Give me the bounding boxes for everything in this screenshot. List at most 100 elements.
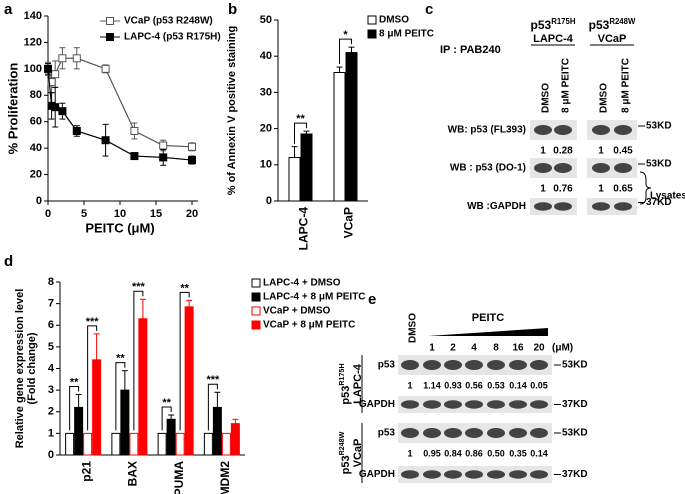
size-label: 37KD: [646, 197, 672, 208]
blot-band: [534, 125, 552, 135]
blot-band: [444, 400, 462, 409]
blot-image: [587, 158, 637, 178]
quant-label: 1.14: [423, 380, 441, 390]
bar: [333, 71, 346, 202]
bar: [92, 359, 102, 456]
y-tick-label: 120: [24, 36, 42, 48]
lane-label: 8 μM PEITC: [621, 58, 632, 113]
blot-band: [534, 163, 552, 173]
blot-image: [587, 120, 637, 140]
legend-label: VCaP + DMSO: [263, 306, 331, 317]
bar: [111, 432, 121, 456]
quant-label: 0.53: [487, 380, 505, 390]
panel-label: a: [4, 1, 13, 18]
cell-line-label: LAPC-4: [533, 33, 574, 45]
significance-label: ***: [132, 281, 146, 293]
gene-label: p53: [531, 18, 552, 32]
quant-label: 0.76: [553, 184, 573, 195]
lysates-label: Lysates: [650, 191, 685, 202]
panel-label: d: [4, 253, 13, 270]
x-tick-label: 20: [186, 208, 198, 220]
data-point: [51, 70, 60, 79]
blot-band: [465, 470, 483, 479]
y-axis-label: % of Annexin V positive staining: [226, 26, 238, 196]
dose-label: 16: [512, 343, 524, 354]
quant-label: 1: [407, 380, 412, 390]
quant-label: 0.84: [444, 448, 462, 458]
blot-band: [465, 400, 483, 409]
blot-band: [465, 360, 483, 370]
y-tick-label: 30: [260, 86, 272, 98]
y-tick-label: 20: [260, 123, 272, 135]
lysates-brace: [639, 171, 652, 205]
data-point: [44, 64, 52, 73]
control-label: DMSO: [408, 313, 419, 343]
data-point: [130, 126, 139, 135]
y-tick-label: 1: [48, 427, 54, 439]
row-label: GAPDH: [359, 399, 395, 410]
y-tick-label: 6: [48, 319, 54, 331]
data-line: [47, 57, 193, 148]
significance-label: **: [180, 282, 189, 294]
significance-bracket: [69, 385, 80, 431]
dose-label: 20: [533, 343, 545, 354]
bar: [184, 306, 194, 456]
y-tick-label: 3: [48, 384, 54, 396]
lane-label: 8 μM PEITC: [561, 58, 572, 113]
legend-marker: [106, 17, 114, 25]
size-label: 53KD: [646, 121, 672, 132]
y-tick-label: 2: [48, 406, 54, 418]
data-point: [58, 107, 67, 116]
quant-label: 0.45: [613, 146, 633, 157]
blot-band: [401, 360, 419, 370]
blot-band: [401, 400, 419, 409]
row-label: WB : p53 (DO-1): [450, 163, 526, 174]
data-point: [58, 54, 67, 63]
dose-label: 1: [429, 343, 435, 354]
x-tick-label: VCaP: [342, 207, 356, 238]
cell-line-label: VCaP: [352, 439, 364, 468]
legend-swatch: [367, 29, 377, 39]
legend-label: LAPC-4 + 8 μM PEITC: [263, 292, 366, 303]
bar: [65, 432, 75, 456]
y-tick-label: 40: [30, 142, 42, 154]
y-tick-label: 8: [48, 276, 54, 288]
bar: [203, 432, 213, 456]
significance-label: ***: [206, 374, 220, 386]
legend-swatch: [251, 292, 261, 302]
significance-bracket: [133, 290, 144, 431]
y-tick-label: 140: [24, 10, 42, 22]
bar: [175, 432, 185, 456]
legend-swatch: [251, 320, 261, 330]
panel-label: b: [228, 1, 237, 18]
mutation-label: R175H: [551, 17, 576, 26]
bar: [345, 52, 358, 202]
y-axis-label: % Proliferation: [5, 63, 20, 155]
blot-band: [534, 202, 552, 211]
blot-band: [509, 428, 527, 438]
y-tick-label: 7: [48, 298, 54, 310]
data-point: [47, 78, 56, 87]
data-point: [159, 153, 168, 162]
y-tick-label: 100: [24, 63, 42, 75]
size-label: 53KD: [562, 428, 588, 439]
mutation-label: R248W: [338, 431, 346, 455]
legend-swatch: [251, 278, 261, 288]
y-tick-label: 50: [260, 14, 272, 26]
significance-label: **: [296, 113, 305, 125]
blot-band: [423, 400, 441, 409]
panel-label: c: [425, 1, 433, 18]
quant-label: 0.35: [509, 448, 527, 458]
unit-label: (μM): [552, 343, 573, 354]
quant-label: 0.50: [487, 448, 505, 458]
treatment-label: PEITC: [472, 312, 504, 324]
data-point: [188, 156, 196, 165]
y-tick-label: 5: [48, 341, 54, 353]
data-point: [72, 54, 81, 63]
x-tick-label: BAX: [126, 461, 140, 486]
blot-band: [487, 400, 505, 409]
significance-label: **: [162, 397, 171, 409]
blot-band: [554, 125, 572, 135]
